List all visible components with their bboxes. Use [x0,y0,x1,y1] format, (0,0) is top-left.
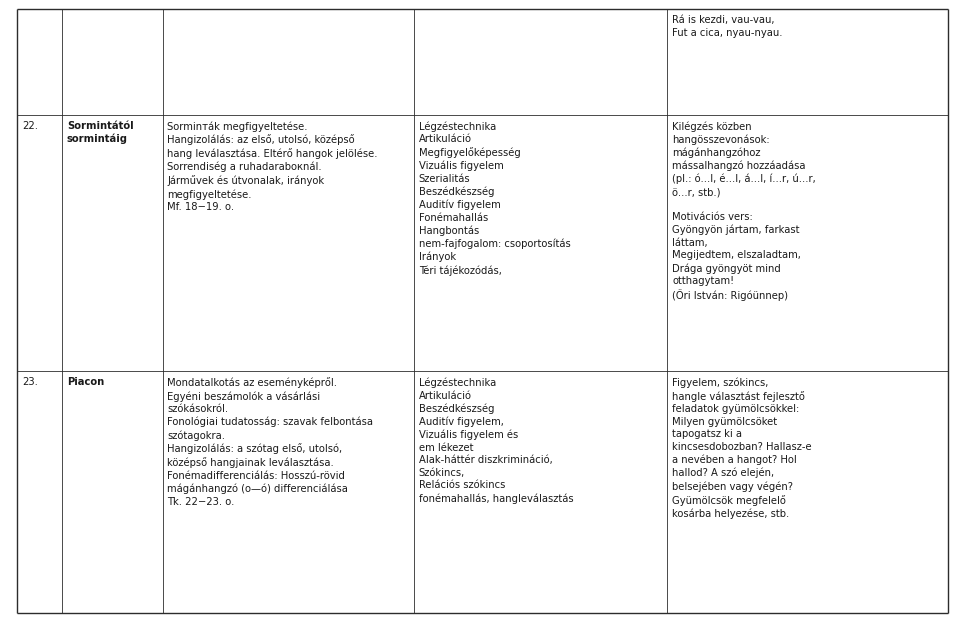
Text: Piacon: Piacon [67,378,104,388]
Text: Légzéstechnika
Artikuláció
Megfigyelőképesség
Vizuális figyelem
Szerialitás
Besz: Légzéstechnika Artikuláció Megfigyelőkép… [419,121,570,276]
Text: Sormintától
sormintáig: Sormintától sormintáig [67,121,133,144]
Text: Sorminтák megfigyeltetése.
Hangizolálás: az első, utolsó, középső
hang leválaszt: Sorminтák megfigyeltetése. Hangizolálás:… [167,121,378,212]
Text: Rá is kezdi, vau-vau,
Fut a cica, nyau-nyau.: Rá is kezdi, vau-vau, Fut a cica, nyau-n… [672,16,782,38]
Text: 22.: 22. [22,121,38,131]
Text: Figyelem, szókincs,
hangle választást fejlesztő
feladatok gyümölcsökkel:
Milyen : Figyelem, szókincs, hangle választást fe… [672,378,812,519]
Text: Mondatalkotás az eseményképről.
Egyéni beszámolók a vásárlási
szókásokról.
Fonol: Mondatalkotás az eseményképről. Egyéni b… [167,378,373,507]
Text: Kilégzés közben
hangösszevonások:
mágánhangzóhoz
mássalhangzó hozzáadása
(pl.: ó: Kilégzés közben hangösszevonások: mágánh… [672,121,816,301]
Text: 23.: 23. [22,378,38,388]
Text: Légzéstechnika
Artikuláció
Beszédkészség
Auditív figyelem,
Vizuális figyelem és
: Légzéstechnika Artikuláció Beszédkészség… [419,378,573,503]
